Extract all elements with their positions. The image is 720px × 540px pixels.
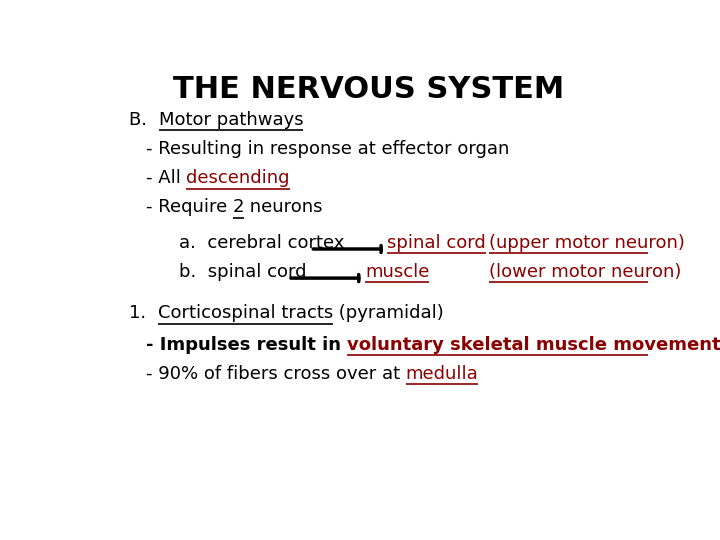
Text: - Resulting in response at effector organ: - Resulting in response at effector orga… xyxy=(145,140,509,158)
Text: Corticospinal tracts: Corticospinal tracts xyxy=(158,305,333,322)
Text: 1.: 1. xyxy=(129,305,158,322)
Text: - 90% of fibers cross over at: - 90% of fibers cross over at xyxy=(145,364,405,383)
Text: - All: - All xyxy=(145,170,186,187)
Text: B.: B. xyxy=(129,111,158,129)
Text: THE NERVOUS SYSTEM: THE NERVOUS SYSTEM xyxy=(174,75,564,104)
Text: 2: 2 xyxy=(233,198,244,217)
Text: spinal cord: spinal cord xyxy=(387,234,486,252)
Text: descending: descending xyxy=(186,170,290,187)
Text: b.  spinal cord: b. spinal cord xyxy=(179,263,307,281)
Text: (pyramidal): (pyramidal) xyxy=(333,305,444,322)
Text: neurons: neurons xyxy=(244,198,323,217)
Text: voluntary skeletal muscle movement: voluntary skeletal muscle movement xyxy=(347,336,720,354)
Text: muscle: muscle xyxy=(365,263,429,281)
Text: - Require: - Require xyxy=(145,198,233,217)
Text: Motor pathways: Motor pathways xyxy=(158,111,303,129)
Text: a.  cerebral cortex: a. cerebral cortex xyxy=(179,234,345,252)
Text: (upper motor neuron): (upper motor neuron) xyxy=(489,234,685,252)
Text: - Impulses result in: - Impulses result in xyxy=(145,336,347,354)
Text: medulla: medulla xyxy=(405,364,478,383)
Text: (lower motor neuron): (lower motor neuron) xyxy=(489,263,681,281)
